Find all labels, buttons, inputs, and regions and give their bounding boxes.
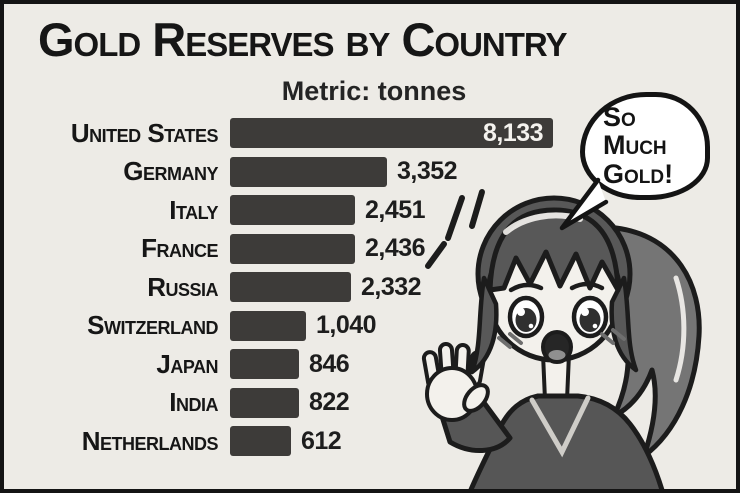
country-label: Italy — [169, 194, 218, 225]
bar-track: 8,133 — [230, 118, 614, 149]
emphasis-lines — [425, 189, 485, 269]
bar-value: 3,352 — [397, 157, 458, 186]
chart-row: India 822 — [34, 384, 614, 423]
robe-collar — [529, 395, 591, 458]
chart-row: Germany 3,352 — [34, 153, 614, 192]
chart-row: Russia 2,332 — [34, 268, 614, 307]
country-label: India — [169, 387, 218, 418]
bar — [230, 387, 299, 418]
chart-title: Gold Reserves by Country — [38, 13, 568, 66]
bar-track: 846 — [230, 349, 614, 380]
bar — [230, 156, 387, 187]
waving-hand — [421, 342, 490, 422]
bar — [230, 195, 355, 226]
bar — [230, 426, 291, 457]
side-strand-left — [469, 275, 499, 375]
country-label: Russia — [147, 271, 218, 302]
bar-value: 2,436 — [365, 234, 426, 263]
eyes — [507, 295, 609, 339]
speech-line-3: Gold! — [603, 158, 674, 189]
side-strand-right — [609, 275, 639, 373]
chart-row: France 2,436 — [34, 230, 614, 269]
bar: 8,133 — [230, 118, 553, 149]
country-label: Germany — [123, 156, 218, 187]
chart-subtitle: Metric: tonnes — [281, 76, 467, 106]
speech-line-2: Much — [603, 130, 667, 161]
chart-row: Netherlands 612 — [34, 422, 614, 461]
bar-track: 2,332 — [230, 272, 614, 303]
country-label: Netherlands — [81, 425, 219, 456]
bar-value: 1,040 — [316, 311, 377, 340]
bar-track: 822 — [230, 387, 614, 418]
bar — [230, 349, 299, 380]
bar-value: 2,451 — [365, 195, 426, 224]
bar-track: 2,451 — [230, 195, 614, 226]
bar — [230, 272, 351, 303]
chart-row: Japan 846 — [34, 345, 614, 384]
eyebrows — [508, 281, 605, 293]
country-label: United States — [70, 117, 219, 148]
bar — [230, 310, 306, 341]
bar-track: 2,436 — [230, 233, 614, 264]
open-mouth — [541, 330, 573, 364]
bar-track: 612 — [230, 426, 614, 457]
chart-row: United States 8,133 — [34, 114, 614, 153]
chart-row: Italy 2,451 — [34, 191, 614, 230]
bar-track: 3,352 — [230, 156, 614, 187]
bar-value: 612 — [301, 426, 342, 455]
bar-track: 1,040 — [230, 310, 614, 341]
manga-girl-illustration — [421, 189, 702, 489]
country-label: France — [141, 233, 218, 264]
bar — [230, 233, 355, 264]
bar-chart: United States 8,133 Germany 3,352 Italy 2,451… — [34, 114, 614, 461]
bar-value: 8,133 — [482, 118, 544, 147]
blush-marks — [497, 328, 626, 349]
bar-value: 2,332 — [361, 272, 422, 301]
speech-bubble: So Much Gold! — [580, 92, 710, 200]
bar-value: 846 — [309, 349, 350, 378]
country-label: Japan — [156, 348, 218, 379]
bar-value: 822 — [309, 388, 350, 417]
country-label: Switzerland — [87, 310, 218, 341]
speech-bubble-tail — [559, 177, 609, 231]
chart-row: Switzerland 1,040 — [34, 307, 614, 346]
ponytail — [611, 225, 702, 459]
speech-line-1: So — [603, 102, 636, 132]
